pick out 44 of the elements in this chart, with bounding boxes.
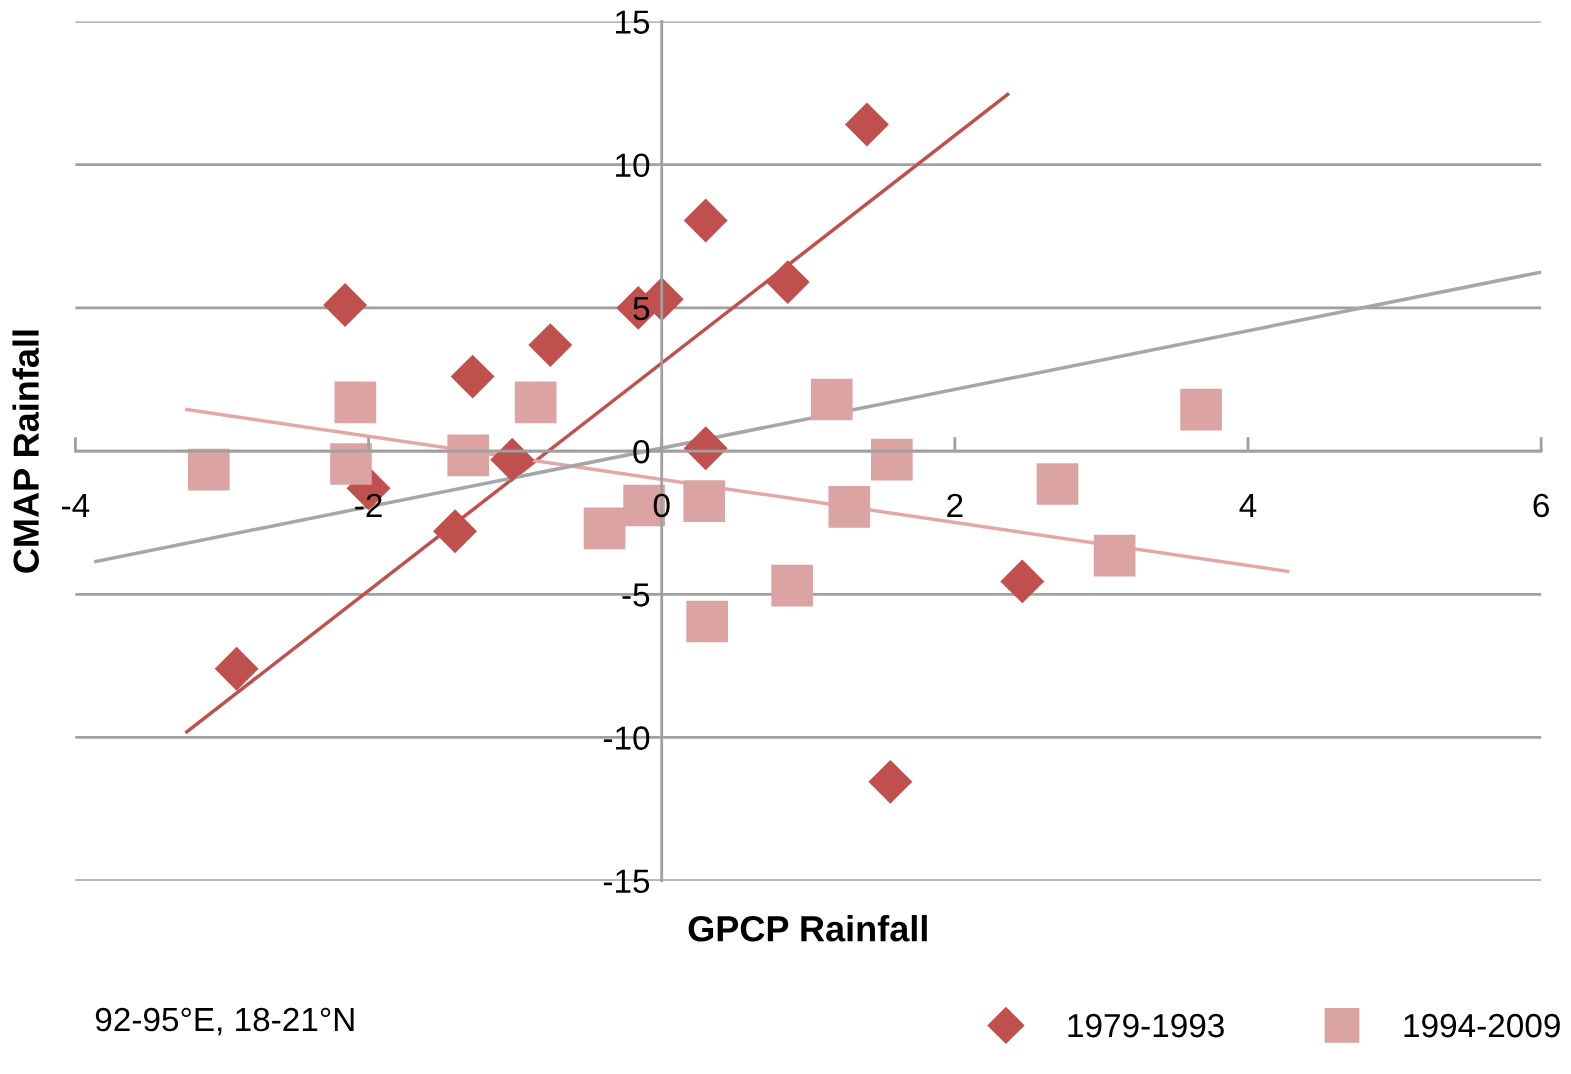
y-tick-label: -15 xyxy=(603,869,650,894)
point xyxy=(870,438,913,481)
point xyxy=(1180,388,1222,431)
point xyxy=(771,564,813,607)
y-tick-label: 10 xyxy=(616,153,650,178)
point xyxy=(810,378,853,421)
text: 92-95°E, 18-21°N xyxy=(95,1007,354,1036)
point xyxy=(187,448,230,491)
point xyxy=(683,480,726,523)
point xyxy=(447,434,490,477)
point xyxy=(433,509,477,554)
y-tick-label: -5 xyxy=(622,583,650,607)
x-tick-label: 4 xyxy=(1239,493,1257,517)
legend-label: 1979-1993 xyxy=(1068,1013,1224,1038)
point xyxy=(450,354,495,399)
y-tick-label: 15 xyxy=(616,10,650,34)
y-tick-label: 5 xyxy=(633,297,650,321)
point xyxy=(334,381,377,424)
x-tick-label: 0 xyxy=(653,493,670,518)
point xyxy=(514,381,557,424)
point xyxy=(323,283,368,327)
point xyxy=(583,507,626,550)
legend-label: 1994-2009 xyxy=(1404,1013,1560,1038)
point xyxy=(1036,463,1079,505)
point xyxy=(765,260,810,305)
y-axis-title: CMAP Rainfall xyxy=(12,330,39,573)
y-tick-label: -10 xyxy=(603,726,650,750)
point xyxy=(330,443,372,485)
point xyxy=(214,646,259,691)
x-tick-label: 6 xyxy=(1533,493,1549,518)
point xyxy=(490,437,535,482)
point xyxy=(868,759,913,804)
point xyxy=(1000,559,1045,604)
x-axis-title: GPCP Rainfall xyxy=(688,915,927,942)
x-tick-label: -4 xyxy=(62,493,90,517)
point xyxy=(528,323,573,368)
x-tick-label: 2 xyxy=(947,493,963,517)
y-tick-label: 0 xyxy=(633,439,650,464)
point xyxy=(844,102,889,147)
point xyxy=(1093,534,1136,577)
point xyxy=(686,600,728,643)
point xyxy=(828,486,871,528)
point xyxy=(683,198,728,243)
point xyxy=(683,426,728,471)
